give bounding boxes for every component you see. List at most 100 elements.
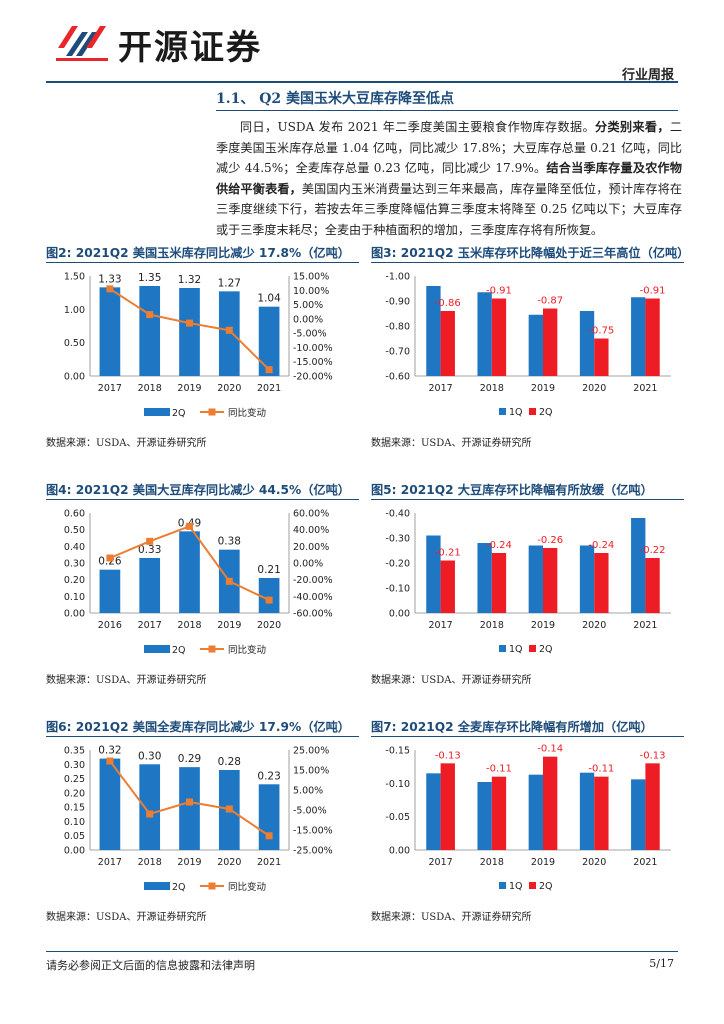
fig4-bar — [258, 578, 280, 613]
fig2-data-label: 1.04 — [257, 293, 281, 305]
fig2-bar — [179, 288, 200, 376]
fig3-data-label: -0.86 — [435, 298, 461, 309]
fig2-data-label: 1.35 — [138, 272, 161, 284]
fig3-bar-2q — [543, 308, 558, 376]
fig3-ytick: -1.00 — [385, 272, 410, 283]
fig2-ytick: 0.50 — [64, 338, 85, 349]
fig5-title: 图5: 2021Q2 大豆库存环比降幅有所放缓（亿吨） — [371, 483, 653, 497]
para-part-2: 二季度美国玉米库存总量 1.04 亿吨，同比减少 17.8%；大豆库存总量 0.… — [216, 120, 682, 175]
fig3-bar-1q — [426, 286, 441, 376]
fig6-yoy-marker — [265, 832, 273, 840]
fig7-bar-1q — [426, 773, 441, 850]
fig4-xtick: 2018 — [177, 620, 201, 631]
fig3-data-label: -0.91 — [640, 286, 666, 297]
fig7-bar-2q — [594, 776, 609, 850]
fig3-ytick: -0.90 — [385, 297, 410, 308]
fig6-yoy-marker — [225, 805, 233, 813]
fig3-rule — [371, 262, 684, 263]
fig5-data-label: -0.24 — [588, 540, 614, 551]
fig6-ytick: 0.20 — [64, 788, 85, 799]
fig3-source: 数据来源：USDA、开源证券研究所 — [371, 438, 532, 449]
fig7-bar-2q — [543, 756, 558, 850]
fig2-yoy-marker — [106, 285, 114, 293]
fig4-ytick: 0.20 — [64, 575, 85, 586]
fig2-yoy-marker — [225, 326, 233, 334]
fig6-y2tick: 5.00% — [293, 786, 323, 797]
fig3-bar-2q — [645, 298, 660, 376]
page-number: 5/17 — [649, 957, 674, 970]
fig3-chart: -0.60 -0.70 -0.80 -0.90 -1.00 2017 2018 2019 202… — [385, 272, 671, 418]
fig3-bar-1q — [631, 297, 646, 376]
fig4-yoy-marker — [265, 596, 273, 604]
fig7-ytick: 0.00 — [389, 846, 410, 857]
para-part-3: 美国国内玉米消费量达到三年来最高，库存量降至低位，预计库存将在三季度继续下行，若… — [216, 181, 682, 237]
fig5-bar-1q — [579, 545, 595, 613]
fig5-bar-1q — [528, 545, 543, 613]
fig2-legend-swatch-bar — [144, 408, 170, 416]
fig6-yoy-marker — [146, 810, 154, 818]
fig4-data-label: 0.26 — [98, 556, 122, 568]
fig6-bar — [99, 758, 121, 850]
fig2-bar — [258, 306, 280, 376]
fig7-rule — [371, 736, 684, 737]
fig7-bar-1q — [579, 772, 595, 850]
fig7-ytick: -0.15 — [385, 746, 410, 757]
fig3-bar-1q — [579, 311, 595, 376]
fig7-data-label: -0.11 — [486, 764, 512, 775]
fig4-rule — [46, 499, 359, 500]
para-bold-2: 结合当季库存量及农作物供给平衡表看， — [216, 161, 682, 196]
fig7-xtick: 2017 — [429, 857, 453, 868]
fig2-title: 图2: 2021Q2 美国玉米库存同比减少 17.8%（亿吨） — [46, 246, 350, 260]
fig7-data-label: -0.13 — [435, 750, 461, 761]
fig5-ytick: -0.40 — [385, 509, 410, 520]
fig4-data-label: 0.38 — [218, 536, 241, 548]
fig2-chart: 0.00 0.50 1.00 1.50 -20.00% -15.00% -10.00% -5.… — [64, 272, 333, 420]
fig5-bar-2q — [543, 548, 558, 613]
fig4-y2tick: 60.00% — [293, 509, 329, 520]
fig5-source: 数据来源：USDA、开源证券研究所 — [371, 675, 532, 686]
fig4-ytick: 0.00 — [64, 609, 85, 620]
fig4-yoy-marker — [225, 577, 233, 585]
fig4-xtick: 2019 — [217, 620, 241, 631]
fig2-yoy-marker — [186, 319, 193, 327]
fig2-xtick: 2021 — [257, 383, 281, 394]
fig6-ytick: 0.15 — [64, 803, 85, 814]
company-name: 开源证券 — [118, 28, 262, 68]
fig7-bar-2q — [645, 763, 660, 850]
fig2-xtick: 2018 — [138, 383, 162, 394]
fig4-yoy-marker — [186, 522, 193, 530]
fig5-rule — [371, 499, 684, 500]
fig6-ytick: 0.25 — [64, 774, 85, 785]
fig6-yoy-marker — [106, 757, 114, 765]
fig6-source: 数据来源：USDA、开源证券研究所 — [46, 912, 207, 923]
company-logo-icon — [56, 26, 108, 61]
fig2-y2tick: -20.00% — [293, 372, 333, 383]
fig6-ytick: 0.00 — [64, 846, 85, 857]
fig5-data-label: -0.21 — [435, 548, 461, 559]
fig2-legend-label-bar: 2Q — [172, 408, 186, 419]
fig6-xtick: 2017 — [98, 857, 122, 868]
fig4-bar — [139, 558, 161, 613]
fig7-legend-swatch-1q — [499, 882, 506, 889]
fig7-bar-1q — [631, 779, 646, 850]
fig5-legend-swatch-1q — [499, 645, 506, 652]
fig3-legend-swatch-1q — [499, 408, 506, 415]
fig6-xtick: 2019 — [177, 857, 201, 868]
fig4-ytick: 0.30 — [64, 559, 85, 570]
fig6-legend-marker-line — [208, 882, 216, 890]
fig5-data-label: -0.26 — [537, 535, 563, 546]
fig2-data-label: 1.32 — [178, 274, 201, 286]
fig2-legend-marker-line — [208, 408, 216, 416]
fig2-bar — [99, 287, 121, 376]
fig4-chart: 0.00 0.10 0.20 0.30 0.40 0.50 0.60 -60.00% -40.0… — [64, 509, 333, 657]
fig7-ytick: -0.05 — [385, 812, 410, 823]
fig2-y2tick: 0.00% — [293, 314, 323, 325]
fig6-y2tick: 25.00% — [293, 746, 329, 757]
fig4-bar — [99, 569, 121, 613]
footer-divider — [46, 951, 678, 952]
fig6-data-label: 0.30 — [138, 750, 161, 762]
fig5-xtick: 2019 — [531, 620, 555, 631]
fig5-legend-label-2q: 2Q — [539, 644, 553, 655]
section-divider — [216, 110, 678, 111]
fig5-bar-2q — [440, 560, 455, 613]
